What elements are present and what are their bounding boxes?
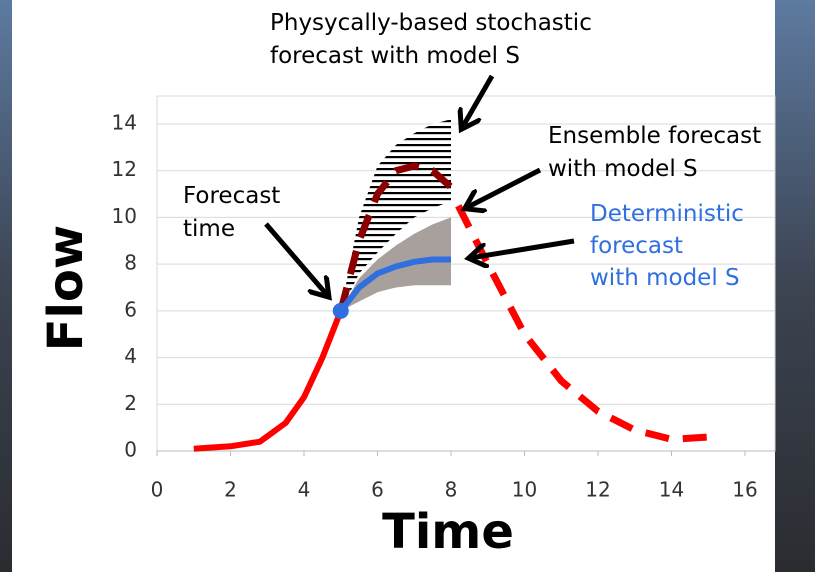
- line-series: [193, 309, 344, 452]
- y-tick-label: 0: [124, 438, 137, 462]
- x-tick-label: 10: [512, 478, 537, 502]
- line-series: [337, 162, 454, 312]
- x-tick-label: 8: [445, 478, 458, 502]
- x-tick-label: 16: [732, 478, 757, 502]
- arrow: [466, 167, 542, 208]
- y-tick-label: 4: [124, 344, 137, 368]
- y-tick-label: 10: [112, 204, 137, 228]
- annotation: Physycally-based stochastic: [270, 10, 592, 36]
- plot-area: 0 2 4 6 8 10 12 14 0 2 4 6 8 10 12 14 16: [112, 95, 776, 502]
- y-axis-title: Flow: [38, 225, 94, 352]
- annotation: Deterministic: [590, 201, 744, 227]
- x-axis-title: Time: [382, 504, 514, 560]
- annotation: with model S: [548, 156, 698, 182]
- line-series: [455, 204, 709, 443]
- y-tick-label: 14: [112, 111, 137, 135]
- annotation: time: [183, 216, 235, 242]
- x-tick-label: 0: [151, 478, 164, 502]
- annotation: forecast with model S: [270, 43, 520, 69]
- annotation: Ensemble forecast: [548, 123, 761, 149]
- annotation: Forecast: [183, 183, 280, 209]
- arrow: [462, 74, 495, 128]
- x-tick-label: 4: [298, 478, 311, 502]
- y-tick-label: 8: [124, 251, 137, 275]
- y-tick-label: 2: [124, 391, 137, 415]
- annotation: with model S: [590, 265, 740, 291]
- band: [340, 119, 451, 311]
- x-tick-label: 12: [585, 478, 610, 502]
- x-tick-label: 6: [371, 478, 384, 502]
- forecast-point: [332, 302, 349, 319]
- line-series: [338, 256, 451, 313]
- arrow: [264, 222, 328, 296]
- x-tick-label: 14: [659, 478, 684, 502]
- annotation: forecast: [590, 233, 683, 259]
- y-tick-label: 6: [124, 297, 137, 321]
- annotations: Physycally-based stochastic forecast wit…: [183, 10, 761, 291]
- arrow: [470, 238, 575, 258]
- x-tick-label: 2: [224, 478, 237, 502]
- y-tick-label: 12: [112, 157, 137, 181]
